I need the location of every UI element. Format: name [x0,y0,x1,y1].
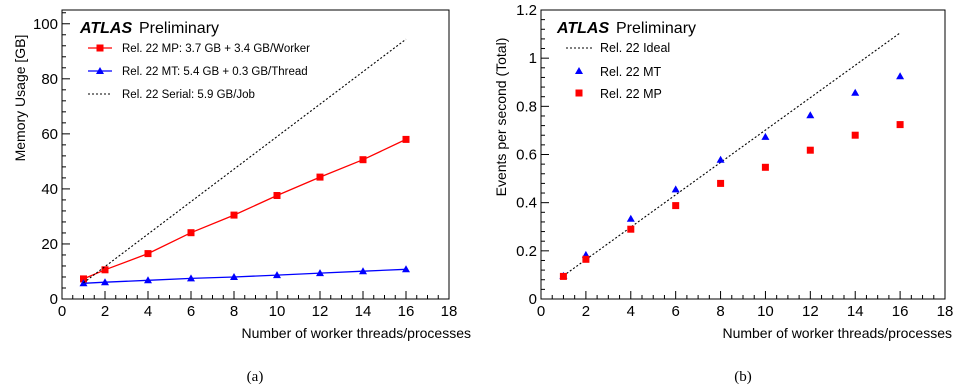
x-tick-label: 10 [269,303,286,320]
data-point [144,250,152,258]
x-tick-label: 0 [537,303,545,320]
y-tick-label: 0 [529,291,537,308]
x-tick-label: 8 [230,303,238,320]
data-point [671,185,680,193]
legend-mt: Rel. 22 MT [600,65,661,79]
data-point [359,156,367,164]
x-tick-label: 12 [312,303,329,320]
data-point [273,192,281,199]
data-point [101,278,109,286]
data-point [187,229,195,237]
x-tick-label: 2 [101,303,109,320]
x-tick-label: 0 [58,303,66,320]
y-tick-label: 20 [41,236,58,253]
x-axis-label: Number of worker threads/processes [722,325,952,341]
data-point [806,146,814,154]
data-point [559,272,567,280]
x-tick-label: 4 [144,303,152,320]
data-point [273,271,281,279]
atlas-label: ATLAS [556,20,609,37]
legend-ideal: Rel. 22 Ideal [600,41,670,55]
data-point [402,135,410,143]
series-line [83,38,407,284]
x-tick-label: 16 [398,303,415,320]
data-point [144,276,152,284]
atlas-label: ATLAS [79,20,132,37]
y-tick-label: 1 [529,50,537,67]
x-tick-label: 4 [627,303,635,320]
x-tick-label: 8 [716,303,724,320]
data-point [80,275,87,283]
status-label: Preliminary [616,20,696,37]
data-point [672,202,680,210]
legend-mp: Rel. 22 MP [600,87,662,101]
data-point [359,267,367,275]
x-tick-label: 10 [757,303,774,320]
legend: Rel. 22 Ideal Rel. 22 MT Rel. 22 MP [566,41,670,101]
y-tick-label: 1.2 [516,2,537,19]
data-point [582,255,590,263]
data-marks [79,38,410,287]
y-tick-label: 0.8 [516,98,537,115]
data-point [717,179,725,187]
caption-a: (a) [247,369,264,385]
legend-serial: Rel. 22 Serial: 5.9 GB/Job [122,89,255,101]
y-tick-label: 0.4 [516,195,537,212]
y-axis-label: Memory Usage [GB] [12,35,28,162]
axis-ticks: 0 2 4 6 8 10 12 14 16 18 0 0.2 0.4 0.6 0.8 1 1.2 [516,2,953,320]
series-line [83,138,407,280]
memory-usage-chart: 0 2 4 6 8 10 12 14 16 18 0 20 40 60 80 100 Memory Usage… [12,9,471,385]
data-point [402,265,410,273]
series-line [563,32,901,277]
series-line [83,268,407,284]
y-tick-label: 80 [41,71,58,88]
data-point [316,173,324,181]
data-point [851,131,859,139]
x-tick-label: 6 [671,303,679,320]
legend-mp: Rel. 22 MP: 3.7 GB + 3.4 GB/Worker [122,43,310,55]
data-point [896,121,904,129]
data-point [806,111,815,119]
x-tick-label: 14 [847,303,864,320]
x-tick-label: 6 [187,303,195,320]
y-tick-label: 0.6 [516,147,537,164]
data-point [230,273,238,280]
legend: Rel. 22 MP: 3.7 GB + 3.4 GB/Worker Rel. … [88,43,310,101]
x-tick-label: 18 [441,303,458,320]
y-tick-label: 0 [50,291,58,308]
data-point [627,225,635,233]
data-point [761,132,770,140]
data-point [761,163,769,171]
axis-ticks: 0 2 4 6 8 10 12 14 16 18 0 20 40 60 80 100 [33,12,458,320]
y-axis-label: Events per second (Total) [493,38,509,197]
data-point [187,274,195,282]
data-point [626,214,635,222]
data-marks [559,32,905,280]
data-point [316,269,324,277]
status-label: Preliminary [139,20,219,37]
x-axis-label: Number of worker threads/processes [241,325,471,341]
events-per-second-chart: 0 2 4 6 8 10 12 14 16 18 0 0.2 0.4 0.6 0.8 1 1.2 Events … [493,2,953,385]
data-point [101,266,109,274]
x-tick-label: 14 [355,303,372,320]
x-tick-label: 18 [937,303,954,320]
x-tick-label: 12 [802,303,819,320]
caption-b: (b) [734,369,752,385]
data-point [716,155,725,163]
y-tick-label: 100 [33,16,58,33]
y-tick-label: 60 [41,126,58,143]
data-point [896,72,905,80]
data-point [851,88,860,96]
data-point [230,211,238,219]
x-tick-label: 16 [892,303,909,320]
legend-mt: Rel. 22 MT: 5.4 GB + 0.3 GB/Thread [122,66,308,78]
x-tick-label: 2 [582,303,590,320]
y-tick-label: 0.2 [516,243,537,260]
y-tick-label: 40 [41,181,58,198]
